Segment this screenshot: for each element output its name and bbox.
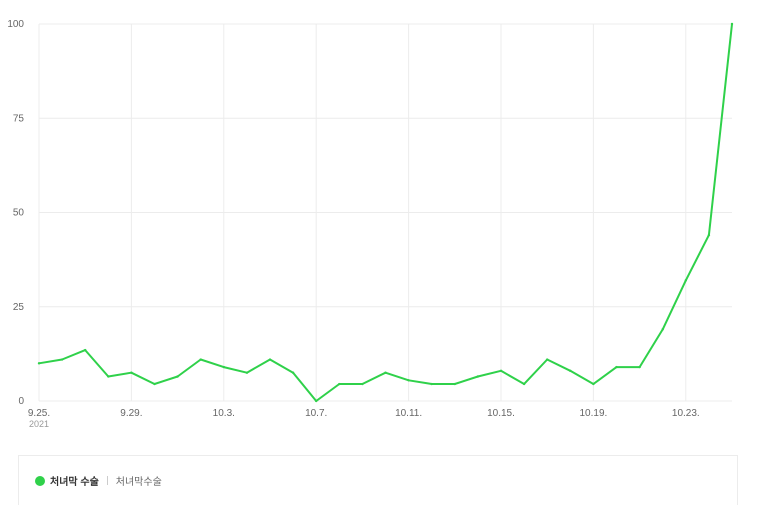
y-tick-label: 100 — [7, 19, 24, 30]
y-tick-label: 50 — [13, 208, 25, 219]
x-tick-label: 10.11. — [395, 408, 422, 419]
legend-divider — [106, 476, 108, 485]
data-point[interactable] — [130, 371, 133, 374]
series-layer — [37, 22, 734, 403]
data-point[interactable] — [153, 382, 156, 386]
legend-series-name[interactable]: 처녀막 수술 — [50, 477, 99, 488]
data-point[interactable] — [176, 375, 179, 378]
x-tick-label: 10.23. — [672, 408, 700, 419]
data-point[interactable] — [592, 382, 595, 386]
data-point[interactable] — [476, 375, 480, 378]
y-tick-label: 0 — [18, 396, 24, 407]
data-point[interactable] — [638, 365, 641, 369]
data-point[interactable] — [361, 382, 364, 386]
chart-grid — [38, 23, 732, 402]
legend-series-dot-icon — [35, 475, 45, 486]
data-point[interactable] — [37, 362, 41, 365]
data-point[interactable] — [107, 375, 110, 378]
data-point[interactable] — [499, 369, 503, 373]
data-point[interactable] — [684, 279, 687, 282]
y-tick-label: 75 — [13, 113, 25, 124]
x-axis-ticks: 9.25. 9.29. 10.3. 10.7. 10.11. 10.15. 10.19. 10… — [28, 408, 700, 419]
data-point[interactable] — [407, 379, 410, 382]
data-point[interactable] — [338, 382, 341, 386]
x-tick-label: 10.15. — [487, 408, 515, 419]
legend: 처녀막 수술 처녀막수술 — [18, 455, 738, 505]
x-tick-label: 10.7. — [305, 408, 327, 419]
data-point[interactable] — [707, 233, 711, 237]
y-tick-label: 25 — [13, 302, 25, 313]
y-axis-ticks: 0 25 50 75 100 — [7, 19, 24, 407]
data-point[interactable] — [615, 365, 618, 369]
data-point[interactable] — [199, 358, 202, 361]
data-point[interactable] — [84, 348, 87, 352]
x-tick-label: 10.19. — [579, 408, 607, 419]
data-point[interactable] — [222, 365, 225, 369]
data-point[interactable] — [268, 358, 272, 361]
data-point[interactable] — [730, 22, 734, 26]
data-point[interactable] — [315, 399, 318, 403]
data-point[interactable] — [291, 371, 295, 374]
data-point[interactable] — [546, 358, 549, 361]
x-tick-label: 9.25. — [28, 408, 50, 419]
x-tick-label: 10.3. — [213, 408, 235, 419]
legend-series-keyword: 처녀막수술 — [115, 477, 162, 488]
x-tick-label: 9.29. — [120, 408, 142, 419]
x-axis-year-label: 2021 — [29, 419, 49, 429]
data-point[interactable] — [60, 358, 64, 361]
data-point[interactable] — [661, 328, 664, 331]
data-point[interactable] — [430, 382, 433, 386]
data-point[interactable] — [245, 371, 249, 374]
data-point[interactable] — [453, 382, 456, 386]
line-chart: 0 25 50 75 100 9.25. 9.29. 10.3. 10.7. 10.11. 10.… — [7, 19, 734, 429]
data-point[interactable] — [522, 382, 526, 386]
data-point[interactable] — [384, 371, 387, 374]
data-point[interactable] — [569, 369, 572, 373]
